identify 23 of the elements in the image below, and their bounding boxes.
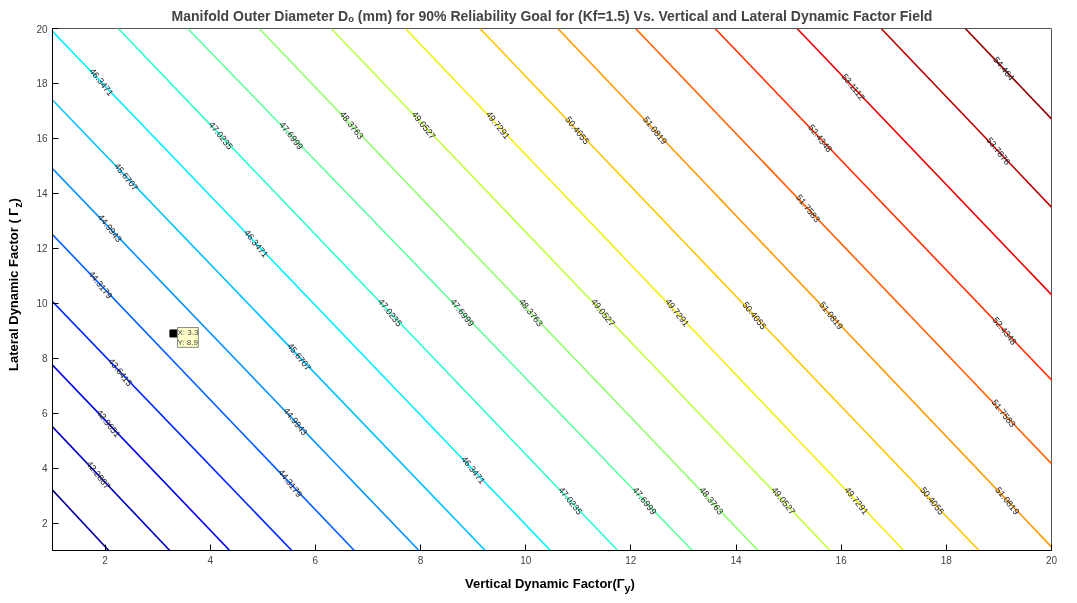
y-tick-label: 16 bbox=[36, 133, 48, 145]
annotation: X: 3.3 Y: 8.9 bbox=[177, 327, 199, 348]
y-tick-label: 6 bbox=[41, 408, 48, 420]
y-tick-label: 8 bbox=[41, 353, 48, 365]
x-tick-label: 12 bbox=[625, 554, 637, 566]
x-tick-label: 10 bbox=[520, 554, 532, 566]
y-tick-label: 18 bbox=[36, 78, 48, 90]
x-tick-label: 14 bbox=[730, 554, 743, 566]
x-tick-label: 4 bbox=[207, 554, 214, 566]
x-tick-label: 6 bbox=[312, 554, 319, 566]
x-tick-label: 2 bbox=[102, 554, 109, 566]
y-tick-label: 2 bbox=[41, 518, 48, 530]
x-axis-title: Vertical Dynamic Factor(Γ$_{y}$) bbox=[465, 575, 635, 596]
y-tick-label: 20 bbox=[36, 23, 48, 35]
y-tick-label: 12 bbox=[36, 243, 48, 255]
x-tick-label: 18 bbox=[940, 554, 953, 566]
y-tick-label: 10 bbox=[36, 298, 48, 310]
chart-title: Manifold Outer Diameter Dₒ (mm) for 90% Reliability Goal for (Kf=1.5) Vs. Vertical and Lateral Dynamic Factor Field bbox=[171, 7, 933, 24]
x-tick-label: 20 bbox=[1045, 554, 1058, 566]
y-tick-label: 4 bbox=[41, 463, 48, 475]
y-tick-label: 14 bbox=[36, 188, 48, 200]
x-tick-label: 8 bbox=[417, 554, 424, 566]
x-tick-label: 16 bbox=[835, 554, 848, 566]
